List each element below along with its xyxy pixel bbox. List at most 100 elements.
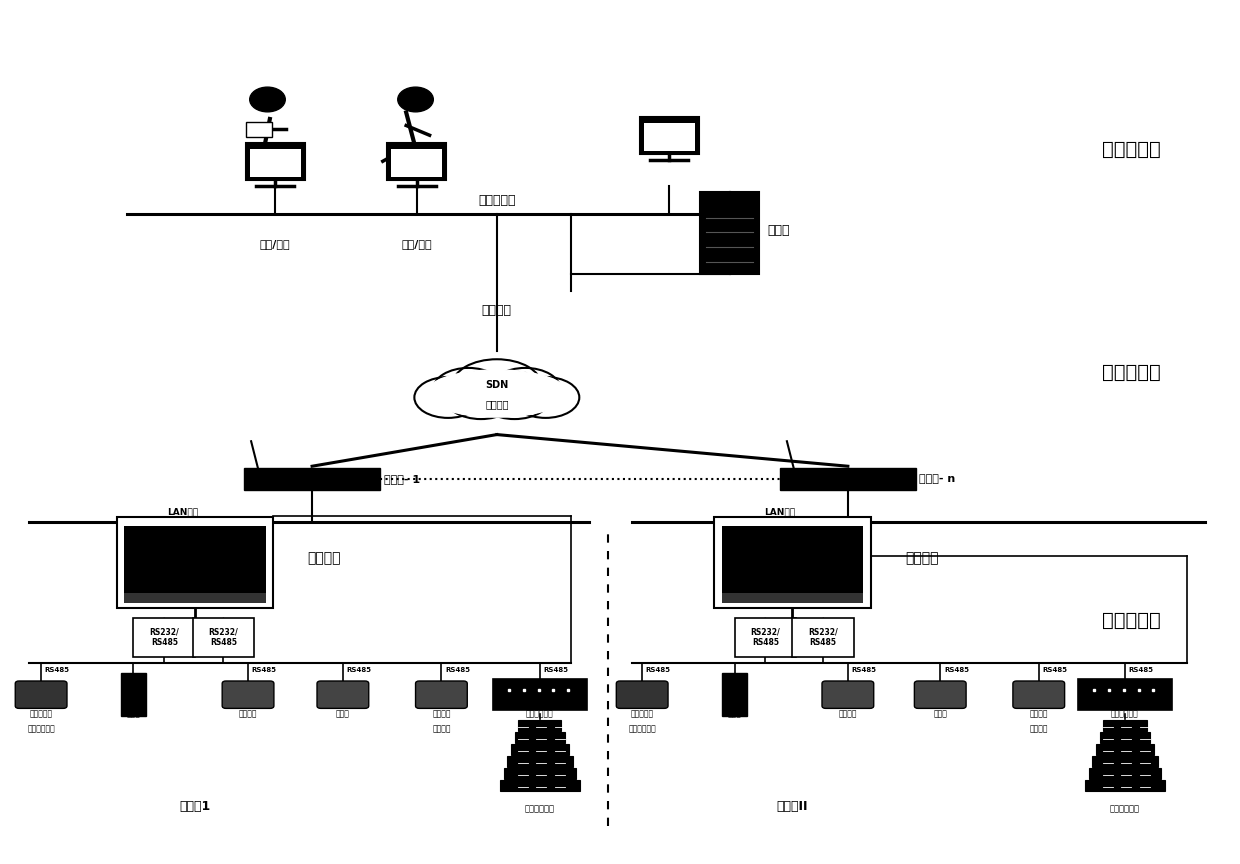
FancyBboxPatch shape — [1085, 780, 1166, 791]
Ellipse shape — [512, 377, 579, 418]
Text: RS485: RS485 — [1128, 667, 1153, 673]
Text: RS485: RS485 — [45, 667, 69, 673]
FancyBboxPatch shape — [792, 618, 854, 657]
Text: 管型光天氧: 管型光天氧 — [30, 709, 52, 718]
Text: 及骨干网: 及骨干网 — [485, 399, 508, 409]
Text: 监控主机: 监控主机 — [905, 551, 939, 566]
FancyBboxPatch shape — [1104, 721, 1147, 732]
FancyBboxPatch shape — [392, 149, 443, 177]
Text: 火光烟雾: 火光烟雾 — [1029, 725, 1048, 734]
Text: RS232/
RS485: RS232/ RS485 — [808, 627, 838, 647]
Text: 气体灭火系统: 气体灭火系统 — [525, 804, 556, 813]
FancyBboxPatch shape — [616, 681, 668, 708]
FancyBboxPatch shape — [244, 468, 379, 490]
Text: 交换机- 1: 交换机- 1 — [383, 474, 419, 484]
FancyBboxPatch shape — [734, 618, 796, 657]
Text: 其他部门: 其他部门 — [656, 118, 682, 128]
FancyBboxPatch shape — [714, 518, 870, 608]
Text: 开关量: 开关量 — [336, 709, 350, 718]
Ellipse shape — [425, 370, 568, 417]
FancyBboxPatch shape — [701, 193, 759, 274]
FancyBboxPatch shape — [192, 618, 254, 657]
Ellipse shape — [444, 372, 518, 419]
FancyBboxPatch shape — [722, 526, 863, 603]
Text: LAN连接: LAN连接 — [765, 508, 796, 517]
FancyBboxPatch shape — [247, 122, 272, 137]
FancyBboxPatch shape — [722, 673, 746, 716]
FancyBboxPatch shape — [117, 518, 273, 608]
FancyBboxPatch shape — [640, 118, 699, 154]
Text: 可燃气体: 可燃气体 — [1029, 709, 1048, 718]
Text: 可燃气体: 可燃气体 — [433, 709, 450, 718]
Text: 电三方道灭装: 电三方道灭装 — [27, 725, 55, 734]
FancyBboxPatch shape — [511, 744, 569, 755]
FancyBboxPatch shape — [134, 618, 195, 657]
FancyBboxPatch shape — [387, 143, 446, 180]
Text: 运行/检修: 运行/检修 — [260, 239, 290, 250]
Text: 联动控制模块: 联动控制模块 — [1111, 709, 1138, 718]
Circle shape — [398, 87, 433, 111]
FancyBboxPatch shape — [317, 681, 368, 708]
Text: 联动控制模块: 联动控制模块 — [526, 709, 554, 718]
Text: 电三方道灭装: 电三方道灭装 — [629, 725, 656, 734]
FancyBboxPatch shape — [914, 681, 966, 708]
Text: RS232/
RS485: RS232/ RS485 — [208, 627, 238, 647]
Text: RS485: RS485 — [646, 667, 671, 673]
FancyBboxPatch shape — [415, 681, 467, 708]
Text: RS232/
RS485: RS232/ RS485 — [750, 627, 780, 647]
FancyBboxPatch shape — [122, 673, 146, 716]
Text: 监控主机: 监控主机 — [308, 551, 341, 566]
FancyBboxPatch shape — [518, 721, 562, 732]
FancyBboxPatch shape — [515, 733, 565, 743]
Text: 网络通讯层: 网络通讯层 — [1102, 363, 1161, 382]
Text: RS485: RS485 — [543, 667, 569, 673]
FancyBboxPatch shape — [1078, 679, 1172, 710]
Text: 温度系统: 温度系统 — [239, 709, 257, 718]
Text: RS485: RS485 — [252, 667, 277, 673]
FancyBboxPatch shape — [1092, 756, 1158, 767]
FancyBboxPatch shape — [644, 123, 694, 151]
Ellipse shape — [490, 368, 560, 411]
Text: 变电站II: 变电站II — [776, 800, 808, 813]
Text: RS485: RS485 — [1043, 667, 1068, 673]
Text: RS232/
RS485: RS232/ RS485 — [149, 627, 179, 647]
Text: RS485: RS485 — [445, 667, 470, 673]
Text: 管型光天氧: 管型光天氧 — [631, 709, 653, 718]
Text: 开关量: 开关量 — [934, 709, 947, 718]
Text: 充电机: 充电机 — [126, 709, 140, 718]
Text: LAN连接: LAN连接 — [167, 508, 198, 517]
FancyBboxPatch shape — [507, 756, 573, 767]
FancyBboxPatch shape — [722, 594, 863, 603]
FancyBboxPatch shape — [124, 526, 265, 603]
Ellipse shape — [453, 359, 541, 410]
Text: 温度系统: 温度系统 — [838, 709, 857, 718]
Text: 变电站1: 变电站1 — [180, 800, 211, 813]
Ellipse shape — [433, 368, 503, 411]
FancyBboxPatch shape — [15, 681, 67, 708]
Text: 服务器: 服务器 — [768, 225, 790, 238]
Text: RS485: RS485 — [944, 667, 968, 673]
Ellipse shape — [414, 377, 482, 418]
FancyBboxPatch shape — [822, 681, 874, 708]
FancyBboxPatch shape — [1013, 681, 1065, 708]
Text: RS485: RS485 — [346, 667, 372, 673]
Text: 站端设备层: 站端设备层 — [1102, 611, 1161, 630]
FancyBboxPatch shape — [124, 594, 265, 603]
FancyBboxPatch shape — [1100, 733, 1151, 743]
Text: SDN: SDN — [485, 380, 508, 390]
FancyBboxPatch shape — [494, 679, 587, 710]
Ellipse shape — [477, 372, 552, 419]
Circle shape — [249, 87, 285, 111]
FancyBboxPatch shape — [246, 143, 305, 180]
Text: 监控中心: 监控中心 — [482, 303, 512, 316]
FancyBboxPatch shape — [503, 768, 577, 779]
FancyBboxPatch shape — [249, 149, 300, 177]
Text: RS485: RS485 — [852, 667, 877, 673]
Text: 远程监控层: 远程监控层 — [1102, 140, 1161, 159]
Text: 火光烟雾: 火光烟雾 — [433, 725, 450, 734]
FancyBboxPatch shape — [780, 468, 915, 490]
FancyBboxPatch shape — [1096, 744, 1154, 755]
Text: 办公局域网: 办公局域网 — [479, 194, 516, 207]
FancyBboxPatch shape — [1089, 768, 1162, 779]
FancyBboxPatch shape — [222, 681, 274, 708]
